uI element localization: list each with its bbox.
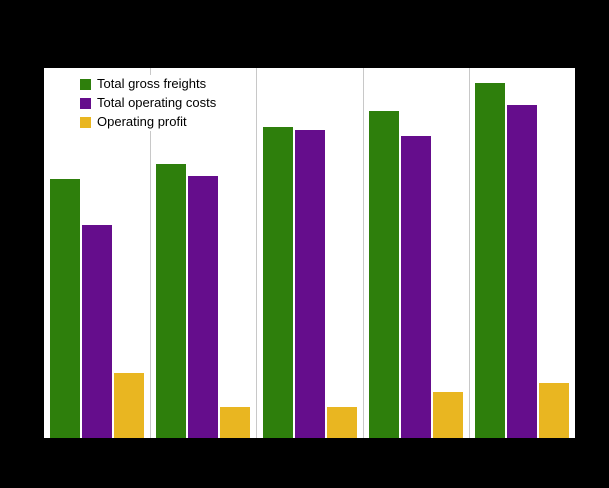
legend-item: Total operating costs (80, 96, 216, 110)
bar-operating-profit (220, 407, 251, 438)
bar-group (256, 68, 362, 438)
bar-groups (44, 68, 575, 438)
bar-operating-profit (326, 407, 357, 438)
legend-item: Total gross freights (80, 77, 216, 91)
bar-total-operating-costs (82, 225, 113, 438)
bar-total-gross-freights (50, 179, 81, 438)
legend-label: Operating profit (97, 114, 187, 129)
bar-total-gross-freights (156, 163, 187, 438)
bar-total-operating-costs (506, 105, 537, 438)
legend-label: Total gross freights (97, 76, 207, 91)
vertical-gridline (468, 68, 470, 438)
bar-group (469, 68, 575, 438)
bar-operating-profit (114, 373, 145, 438)
plot-area: Total gross freights Total operating cost… (44, 68, 575, 438)
legend-label: Total operating costs (97, 95, 217, 110)
legend: Total gross freights Total operating cost… (76, 75, 221, 131)
legend-swatch (80, 97, 91, 109)
bar-total-operating-costs (400, 135, 431, 438)
bar-total-operating-costs (294, 129, 325, 438)
bar-operating-profit (538, 382, 569, 438)
bar-group (44, 68, 150, 438)
bar-group (363, 68, 469, 438)
vertical-gridline (256, 68, 258, 438)
vertical-gridline (150, 68, 152, 438)
bar-total-gross-freights (262, 126, 293, 438)
bar-total-operating-costs (188, 175, 219, 438)
bar-total-gross-freights (474, 83, 505, 438)
legend-swatch (80, 78, 91, 90)
bar-group (150, 68, 256, 438)
legend-item: Operating profit (80, 115, 216, 129)
bar-total-gross-freights (368, 111, 399, 438)
bar-operating-profit (432, 391, 463, 438)
legend-swatch (80, 116, 91, 128)
vertical-gridline (362, 68, 364, 438)
